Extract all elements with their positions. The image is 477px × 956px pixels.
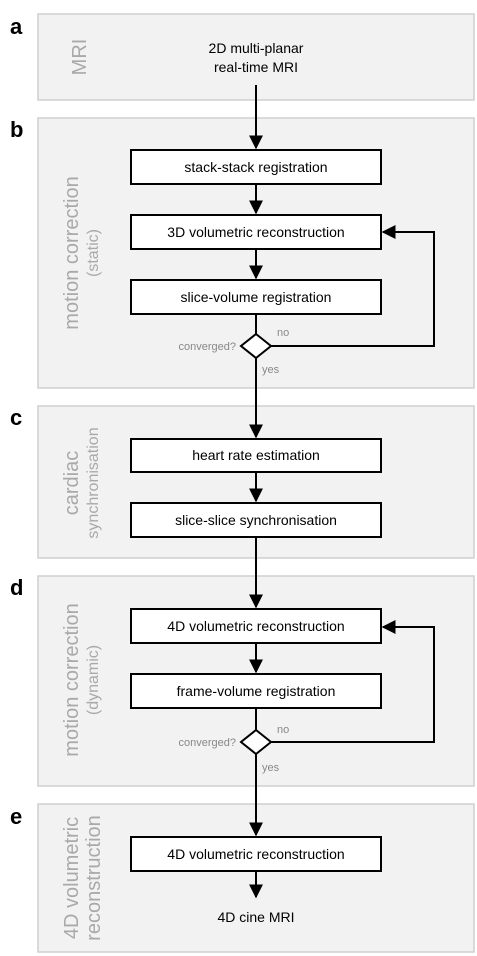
box-stack-stack-registration xyxy=(130,149,382,185)
input-text-line1: 2D multi-planar xyxy=(209,40,304,56)
panel-e-label: 4D volumetric xyxy=(61,817,83,939)
panel-letter-d: d xyxy=(10,575,23,600)
box-4d-volumetric-reconstruction-final-label: 4D volumetric reconstruction xyxy=(167,846,344,862)
box-heart-rate-estimation-label: heart rate estimation xyxy=(192,447,320,463)
panel-letter-b: b xyxy=(10,117,23,142)
decision-static-question: converged? xyxy=(179,341,237,353)
input-text-line2: real-time MRI xyxy=(214,59,298,75)
box-slice-volume-registration-label: slice-volume registration xyxy=(181,289,332,305)
box-4d-volumetric-reconstruction-label: 4D volumetric reconstruction xyxy=(167,618,344,634)
panel-a-label: MRI xyxy=(69,39,91,76)
box-4d-volumetric-reconstruction-final xyxy=(130,836,382,872)
decision-dynamic-no-label: no xyxy=(277,724,289,736)
decision-static-no-label: no xyxy=(277,327,289,339)
panel-b-label: motion correction xyxy=(61,176,83,329)
panel-letter-a: a xyxy=(10,14,23,39)
panel-e-sublabel: reconstruction xyxy=(83,815,105,941)
decision-diamond-dynamic xyxy=(239,728,273,756)
box-frame-volume-registration xyxy=(130,673,382,709)
box-slice-volume-registration xyxy=(130,279,382,315)
box-3d-volumetric-reconstruction xyxy=(130,214,382,250)
box-4d-volumetric-reconstruction xyxy=(130,608,382,644)
box-heart-rate-estimation xyxy=(130,438,382,473)
decision-diamond-static xyxy=(239,332,273,360)
box-frame-volume-registration-label: frame-volume registration xyxy=(177,683,336,699)
panel-letter-c: c xyxy=(10,405,22,430)
panel-letter-e: e xyxy=(10,804,22,829)
box-slice-slice-synchronisation-label: slice-slice synchronisation xyxy=(175,512,337,528)
panel-c-label: cardiac xyxy=(61,451,83,515)
decision-dynamic-yes-label: yes xyxy=(262,762,280,774)
output-text: 4D cine MRI xyxy=(217,909,294,925)
loop-dynamic-no xyxy=(271,620,435,743)
panel-b-sublabel: (static) xyxy=(85,229,102,277)
box-slice-slice-synchronisation xyxy=(130,502,382,538)
panel-c-sublabel: synchronisation xyxy=(85,427,102,538)
panel-d-sublabel: (dynamic) xyxy=(85,645,102,715)
decision-static-yes-label: yes xyxy=(262,364,280,376)
box-stack-stack-registration-label: stack-stack registration xyxy=(184,159,327,175)
loop-static-no xyxy=(271,225,435,347)
panel-d-label: motion correction xyxy=(61,603,83,756)
decision-dynamic-question: converged? xyxy=(179,737,237,749)
box-3d-volumetric-reconstruction-label: 3D volumetric reconstruction xyxy=(167,224,344,240)
